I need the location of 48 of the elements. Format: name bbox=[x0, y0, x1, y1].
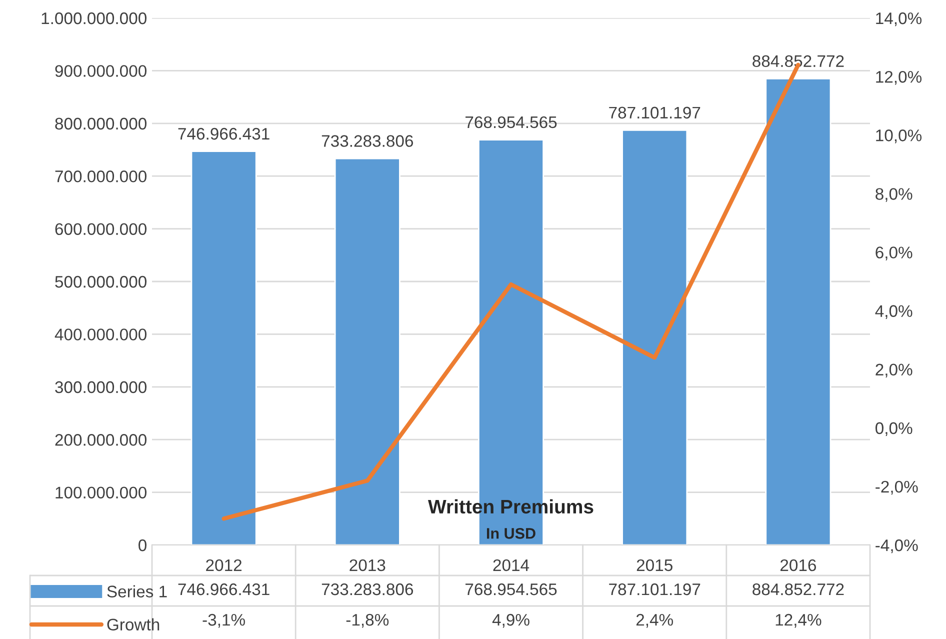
text: 768.954.565 bbox=[466, 116, 557, 128]
x-tick-label: 2012 bbox=[206, 559, 242, 572]
y2-tick-label: 0,0% bbox=[876, 422, 912, 436]
x-tick-label: 2014 bbox=[493, 559, 530, 572]
y2-tick-label: 10,0% bbox=[876, 130, 922, 144]
bar bbox=[190, 150, 257, 545]
y-tick-label: 900.000.000 bbox=[55, 65, 146, 77]
data-label: 12,4% bbox=[776, 614, 822, 628]
bar bbox=[765, 78, 832, 545]
y-tick-label: 100.000.000 bbox=[56, 486, 146, 499]
y2-tick-label: 12,0% bbox=[876, 70, 922, 85]
y2-tick-label: 14,0% bbox=[876, 12, 922, 26]
y-tick-label: 200.000.000 bbox=[55, 434, 146, 446]
data-label: 768.954.565 bbox=[466, 583, 557, 596]
data-label: -1,8% bbox=[346, 614, 389, 628]
y2-tick-label: 4,0% bbox=[875, 305, 912, 319]
x-tick-label: 2013 bbox=[350, 559, 386, 572]
text: 884.852.772 bbox=[752, 55, 844, 68]
data-label: 733.283.806 bbox=[322, 583, 414, 596]
data-label: 746.966.431 bbox=[178, 583, 270, 596]
y-tick-label: 1.000.000.000 bbox=[42, 12, 146, 24]
data-label: 787.101.197 bbox=[609, 583, 700, 596]
legend-label: Series 1 bbox=[107, 585, 167, 598]
bar bbox=[622, 130, 688, 545]
x-tick-label: 2016 bbox=[780, 559, 816, 572]
text: 787.101.197 bbox=[609, 106, 700, 119]
y2-tick-label: -2,0% bbox=[876, 480, 918, 495]
y-tick-label: 500.000.000 bbox=[55, 276, 146, 288]
y2-tick-label: 8,0% bbox=[876, 188, 912, 202]
y-tick-label: 800.000.000 bbox=[55, 118, 146, 130]
y2-tick-label: 6,0% bbox=[876, 246, 912, 260]
y2-tick-label: -4,0% bbox=[876, 539, 918, 554]
bar bbox=[334, 158, 400, 545]
text: 746.966.431 bbox=[178, 128, 270, 140]
y-tick-label: 600.000.000 bbox=[55, 223, 146, 236]
data-label: 884.852.772 bbox=[752, 583, 844, 596]
data-label: 4,9% bbox=[492, 614, 530, 628]
data-label: -3,1% bbox=[202, 614, 245, 628]
data-label: 2,4% bbox=[636, 614, 673, 628]
y2-tick-label: 2,0% bbox=[876, 364, 912, 378]
text: In USD bbox=[486, 528, 536, 539]
x-tick-label: 2015 bbox=[636, 559, 672, 572]
y-tick-label: 0 bbox=[138, 539, 146, 552]
y-tick-label: 700.000.000 bbox=[55, 170, 146, 182]
y-tick-label: 300.000.000 bbox=[55, 381, 146, 394]
y-tick-label: 400.000.000 bbox=[54, 328, 146, 340]
text: 733.283.806 bbox=[322, 135, 414, 147]
legend-label: Growth bbox=[107, 618, 160, 630]
